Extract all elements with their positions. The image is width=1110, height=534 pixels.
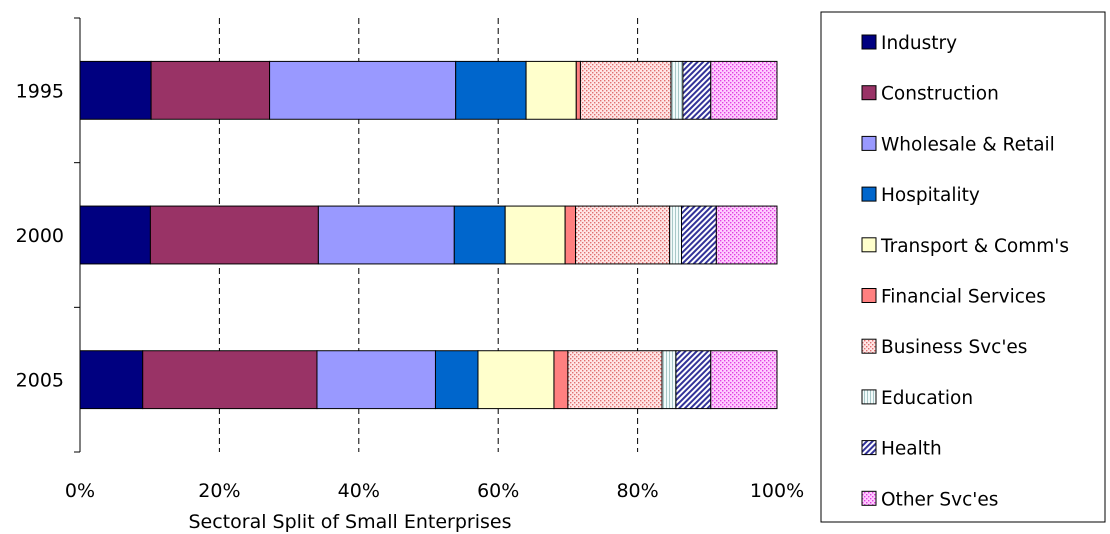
bar-segment-1995-8 bbox=[682, 60, 712, 120]
bar-segment-2005-3 bbox=[434, 350, 479, 410]
bar-segment-1995-0 bbox=[79, 60, 152, 120]
bar-segment-2000-5 bbox=[564, 205, 577, 265]
bar-segment-1995-2 bbox=[269, 60, 457, 120]
legend-label: Financial Services bbox=[881, 287, 1046, 308]
bar-segment-2000-0 bbox=[79, 205, 151, 265]
y-tick-label: 2005 bbox=[16, 370, 64, 392]
legend-label: Hospitality bbox=[881, 185, 980, 206]
y-tick-label: 2000 bbox=[16, 225, 64, 247]
bar-segment-2005-5 bbox=[553, 350, 569, 410]
legend-label: Transport & Comm's bbox=[880, 236, 1069, 257]
x-tick-label: 20% bbox=[198, 480, 240, 502]
bar-segment-2000-3 bbox=[453, 205, 506, 265]
bar-segment-2000-9 bbox=[715, 205, 778, 265]
legend-swatch bbox=[861, 186, 877, 202]
bar-segment-1995-4 bbox=[525, 60, 577, 120]
bar-segment-1995-9 bbox=[710, 60, 778, 120]
x-axis-tick-labels: 0% 20% 40% 60% 80% 100% bbox=[65, 480, 804, 502]
y-tick-label: 1995 bbox=[16, 80, 64, 102]
legend-swatch bbox=[861, 338, 877, 354]
legend-label: Wholesale & Retail bbox=[881, 134, 1055, 155]
bar-segment-2005-1 bbox=[142, 350, 318, 410]
x-tick-label: 0% bbox=[65, 480, 95, 502]
legend-swatch bbox=[861, 135, 877, 151]
legend-swatch bbox=[861, 490, 877, 506]
x-axis-title: Sectoral Split of Small Enterprises bbox=[188, 511, 511, 533]
bar-segment-2005-4 bbox=[477, 350, 555, 410]
bar-segment-2000-8 bbox=[681, 205, 717, 265]
legend-swatch bbox=[861, 389, 877, 405]
y-axis-labels: 1995 2000 2005 bbox=[16, 80, 64, 391]
x-tick-label: 80% bbox=[616, 480, 658, 502]
legend: Industry Construction Wholesale & Retail Ho… bbox=[820, 11, 1106, 523]
bar-segment-2005-8 bbox=[675, 350, 712, 410]
bar-segment-2005-6 bbox=[567, 350, 663, 410]
legend-label: Industry bbox=[881, 33, 957, 54]
legend-swatch bbox=[861, 237, 877, 253]
bar-segment-1995-6 bbox=[579, 60, 672, 120]
bars bbox=[79, 60, 778, 410]
bar-segment-1995-1 bbox=[150, 60, 271, 120]
bar-segment-1995-3 bbox=[455, 60, 527, 120]
bar-segment-2005-0 bbox=[79, 350, 144, 410]
bar-segment-2000-4 bbox=[504, 205, 566, 265]
bar-segment-1995-7 bbox=[670, 60, 684, 120]
legend-label: Construction bbox=[881, 84, 999, 105]
legend-swatch bbox=[861, 440, 877, 456]
x-tick-label: 60% bbox=[477, 480, 519, 502]
legend-label: Health bbox=[881, 439, 942, 460]
legend-label: Other Svc'es bbox=[881, 489, 998, 510]
bar-segment-2005-7 bbox=[661, 350, 677, 410]
legend-swatch bbox=[861, 34, 877, 50]
legend-label: Business Svc'es bbox=[881, 337, 1027, 358]
legend-label: Education bbox=[881, 388, 973, 409]
bar-segment-2005-2 bbox=[316, 350, 436, 410]
bar-segment-2005-9 bbox=[710, 350, 778, 410]
bar-segment-1995-5 bbox=[575, 60, 581, 120]
bar-segment-2000-6 bbox=[575, 205, 671, 265]
bar-segment-2000-7 bbox=[669, 205, 683, 265]
x-tick-label: 40% bbox=[338, 480, 380, 502]
bar-segment-2000-1 bbox=[149, 205, 319, 265]
legend-swatch bbox=[861, 288, 877, 303]
bar-segment-2000-2 bbox=[317, 205, 455, 265]
x-tick-label: 100% bbox=[750, 480, 804, 502]
legend-swatch bbox=[861, 85, 877, 101]
